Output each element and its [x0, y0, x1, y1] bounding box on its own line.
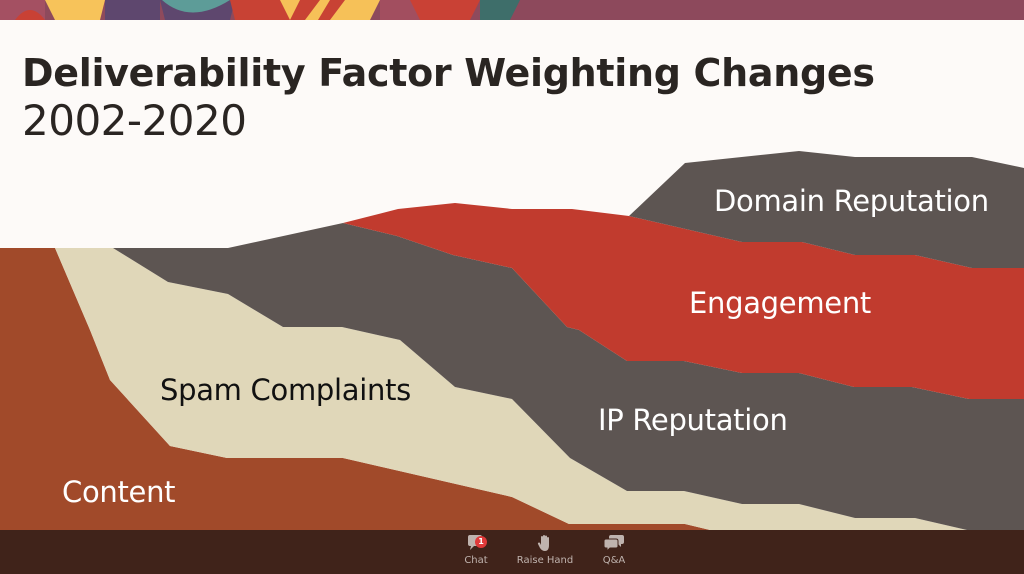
series-content — [0, 248, 710, 530]
chat-label: Chat — [464, 555, 488, 566]
label-ip-reputation: IP Reputation — [598, 403, 788, 437]
slide-subtitle: 2002-2020 — [22, 96, 247, 145]
series-ip-reputation — [113, 223, 1024, 530]
label-domain-reputation: Domain Reputation — [714, 184, 989, 218]
raise-hand-icon — [537, 535, 549, 551]
chat-button[interactable]: 1 Chat — [456, 534, 496, 566]
raise-hand-button[interactable]: Raise Hand — [513, 534, 577, 566]
series-spam-complaints — [55, 248, 967, 530]
qa-icon — [603, 535, 624, 552]
qa-button[interactable]: Q&A — [596, 534, 632, 566]
raise-hand-label: Raise Hand — [516, 555, 574, 566]
slide-title: Deliverability Factor Weighting Changes — [22, 51, 875, 95]
chat-unread-badge: 1 — [475, 536, 487, 548]
stacked-area-chart — [0, 151, 1024, 530]
qa-label: Q&A — [602, 555, 626, 566]
series-engagement — [343, 203, 1024, 399]
series-domain-reputation — [629, 151, 1024, 268]
label-spam-complaints: Spam Complaints — [160, 373, 411, 407]
label-engagement: Engagement — [689, 286, 871, 320]
decorative-banner — [0, 0, 1024, 20]
meeting-toolbar: 1 Chat Raise Hand Q&A — [0, 530, 1024, 574]
label-content: Content — [62, 475, 176, 509]
